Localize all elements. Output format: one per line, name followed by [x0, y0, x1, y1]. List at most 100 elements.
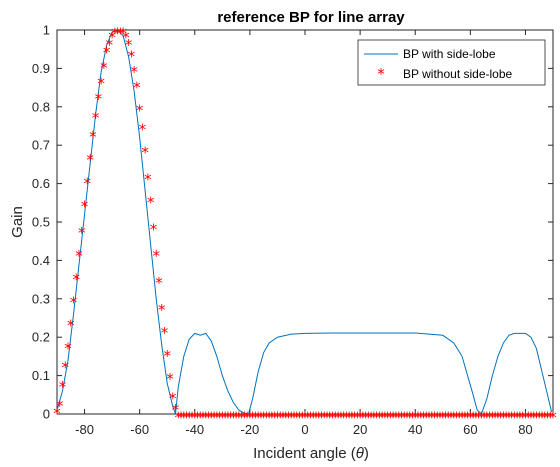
- y-axis-label: Gain: [9, 206, 26, 238]
- series-marker: *: [541, 409, 549, 427]
- series-marker: *: [174, 409, 182, 427]
- series-marker: *: [125, 36, 133, 54]
- series-marker: *: [378, 409, 386, 427]
- series-marker: *: [75, 247, 83, 265]
- series-marker: *: [235, 409, 243, 427]
- series-marker: *: [241, 409, 249, 427]
- series-marker: *: [359, 409, 367, 427]
- series-marker: *: [425, 409, 433, 427]
- series-marker: *: [340, 409, 348, 427]
- series-marker: *: [472, 409, 480, 427]
- series-marker: *: [111, 25, 119, 43]
- series-marker: *: [191, 409, 199, 427]
- series-marker: *: [491, 409, 499, 427]
- series-marker: *: [186, 409, 194, 427]
- y-tick-label: 1: [43, 23, 50, 38]
- series-marker: *: [395, 409, 403, 427]
- series-marker: *: [205, 409, 213, 427]
- series-marker: *: [279, 409, 287, 427]
- series-marker: *: [337, 409, 345, 427]
- x-tick-label: -80: [75, 422, 94, 437]
- series-marker: *: [365, 409, 373, 427]
- series-marker: *: [464, 409, 472, 427]
- x-axis-label-symbol: θ: [356, 445, 364, 462]
- series-marker: *: [420, 409, 428, 427]
- series-marker: *: [403, 409, 411, 427]
- x-tick-label: -20: [240, 422, 259, 437]
- series-marker: *: [538, 409, 546, 427]
- series-marker: *: [445, 409, 453, 427]
- series-marker: *: [161, 324, 169, 342]
- series-marker: *: [177, 409, 185, 427]
- series-marker: *: [238, 409, 246, 427]
- series-marker: *: [392, 409, 400, 427]
- series-marker: *: [70, 293, 78, 311]
- series-marker: *: [254, 409, 262, 427]
- series-marker: *: [489, 409, 497, 427]
- series-marker: *: [417, 409, 425, 427]
- series-marker: *: [73, 270, 81, 288]
- x-tick-label: -60: [130, 422, 149, 437]
- legend: * BP with side-lobe BP without side-lobe: [357, 39, 546, 86]
- series-marker: *: [502, 409, 510, 427]
- x-axis-label-prefix: Incident angle (: [253, 445, 356, 462]
- series-marker: *: [141, 144, 149, 162]
- series-marker: *: [117, 25, 125, 43]
- series-marker: *: [400, 409, 408, 427]
- series-marker: *: [202, 409, 210, 427]
- y-tick-label: 0.3: [32, 291, 50, 306]
- series-marker: *: [194, 409, 202, 427]
- series-marker: *: [301, 409, 309, 427]
- series-marker: *: [199, 409, 207, 427]
- series-marker: *: [230, 409, 238, 427]
- series-marker: *: [458, 409, 466, 427]
- series-marker: *: [387, 409, 395, 427]
- chart-title: reference BP for line array: [217, 9, 405, 26]
- series-marker: *: [219, 409, 227, 427]
- series-marker: *: [232, 409, 240, 427]
- series-marker: *: [318, 409, 326, 427]
- y-tick-label: 0.8: [32, 99, 50, 114]
- series-marker: *: [478, 409, 486, 427]
- series-marker: *: [114, 25, 122, 43]
- series-marker: *: [128, 48, 136, 66]
- series-marker: *: [210, 409, 218, 427]
- series-marker: *: [524, 409, 532, 427]
- series-marker: *: [243, 409, 251, 427]
- series-marker: *: [296, 409, 304, 427]
- series-marker: *: [78, 224, 86, 242]
- series-marker: *: [533, 409, 541, 427]
- series-marker: *: [249, 409, 257, 427]
- series-marker: *: [505, 409, 513, 427]
- series-marker: *: [345, 409, 353, 427]
- series-marker: *: [315, 409, 323, 427]
- series-marker: *: [180, 409, 188, 427]
- series-marker: *: [293, 409, 301, 427]
- series-marker: *: [494, 409, 502, 427]
- series-marker: *: [439, 409, 447, 427]
- y-tick-label: 0.5: [32, 215, 50, 230]
- series-marker: *: [268, 409, 276, 427]
- series-marker: *: [144, 170, 152, 188]
- axes-box: [56, 29, 554, 415]
- series-marker: *: [447, 409, 455, 427]
- series-marker: *: [227, 409, 235, 427]
- series-marker: *: [406, 409, 414, 427]
- series-marker: *: [348, 409, 356, 427]
- series-marker: *: [103, 44, 111, 62]
- series-marker: *: [155, 274, 163, 292]
- series-marker: *: [133, 78, 141, 96]
- series-marker: *: [414, 409, 422, 427]
- series-marker: *: [312, 409, 320, 427]
- series-marker: *: [456, 409, 464, 427]
- series-marker: *: [351, 409, 359, 427]
- series-marker: *: [84, 174, 92, 192]
- series-marker: *: [546, 409, 554, 427]
- series-marker: *: [260, 409, 268, 427]
- series-marker: *: [119, 25, 127, 43]
- series-marker: *: [409, 409, 417, 427]
- series-marker: *: [122, 28, 130, 46]
- series-marker: *: [453, 409, 461, 427]
- series-marker: *: [370, 409, 378, 427]
- y-tick-label: 0.1: [32, 368, 50, 383]
